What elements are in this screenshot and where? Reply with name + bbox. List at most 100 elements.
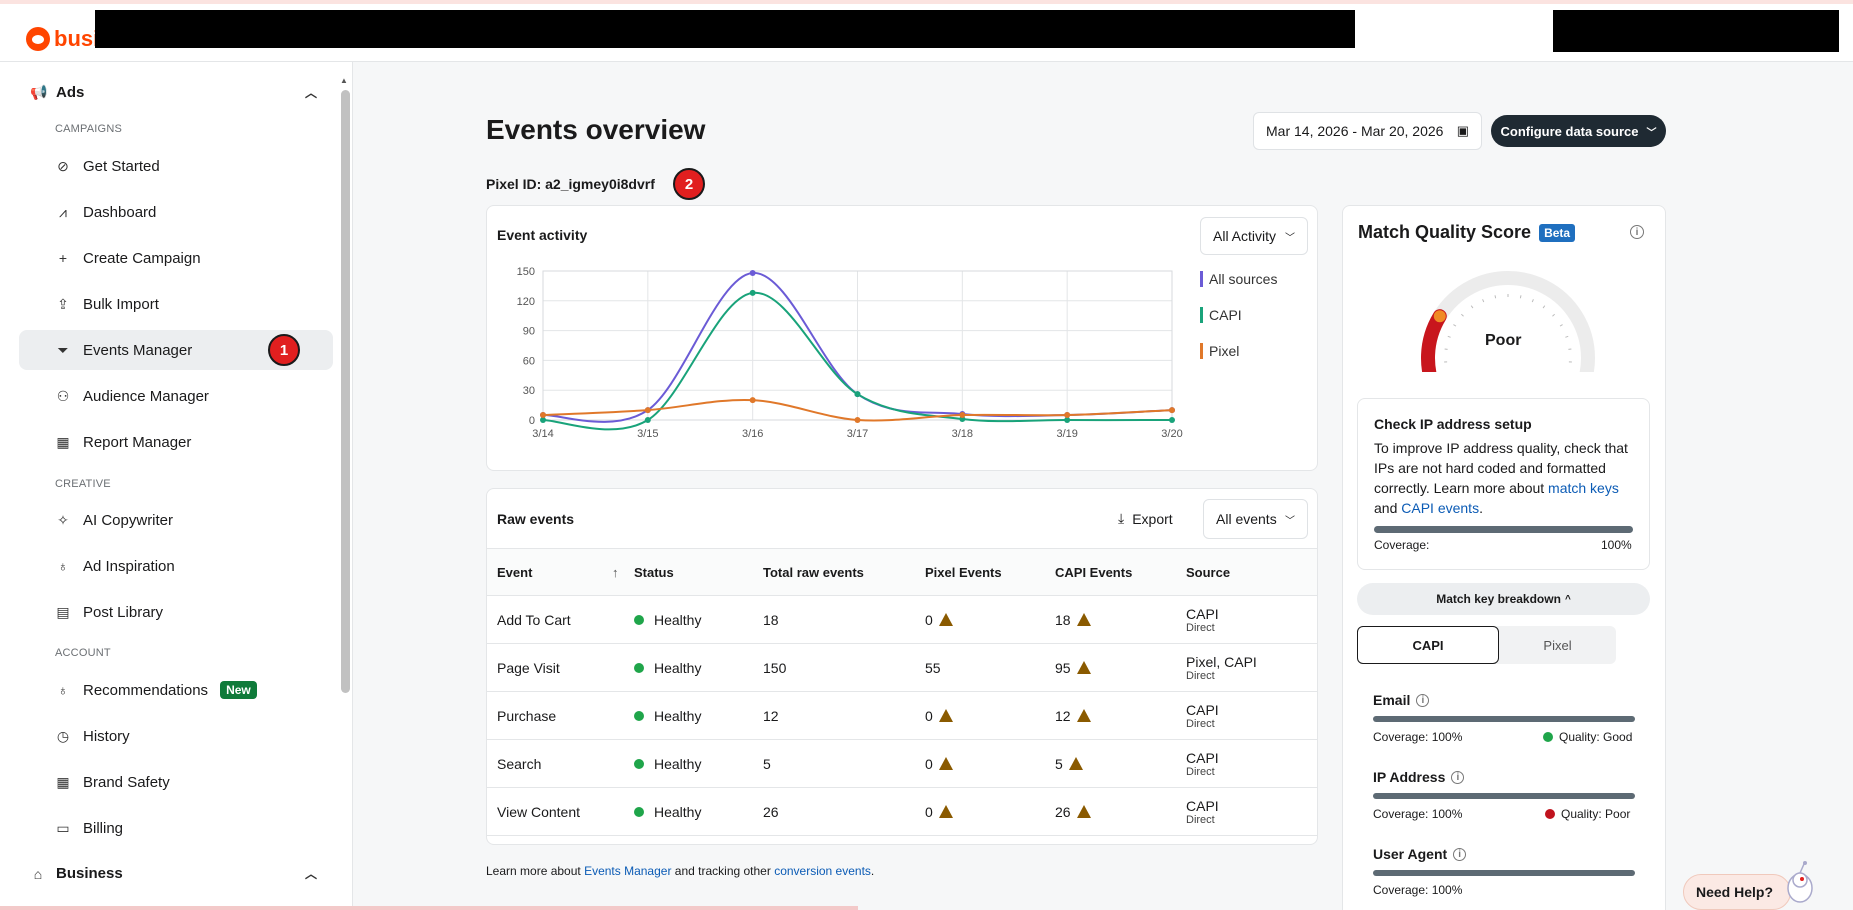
- sidebar-item-get-started[interactable]: ⊘ Get Started: [19, 146, 333, 186]
- info-icon[interactable]: i: [1416, 693, 1430, 707]
- sidebar-item-recommendations[interactable]: ♁ Recommendations New: [19, 670, 333, 710]
- date-range-picker[interactable]: Mar 14, 2026 - Mar 20, 2026 ▣: [1253, 112, 1482, 150]
- source-cell: CAPI Direct: [1176, 787, 1317, 836]
- y-tick-label: 30: [523, 385, 535, 397]
- data-point: [644, 417, 651, 423]
- legend-item-capi[interactable]: CAPI: [1200, 306, 1277, 324]
- event-cell: Search: [487, 739, 624, 788]
- ip-coverage-bar: [1373, 793, 1635, 799]
- info-icon[interactable]: i: [1451, 770, 1465, 784]
- sidebar-item-dashboard[interactable]: ⩘ Dashboard: [19, 192, 333, 232]
- footer-text: .: [870, 864, 875, 878]
- sidebar-section-business[interactable]: ⌂ Business ︿: [30, 865, 317, 882]
- event-name: Search: [497, 755, 542, 772]
- legend-swatch: [1200, 343, 1203, 359]
- gauge-indicator: [1433, 310, 1446, 323]
- tab-pixel[interactable]: Pixel: [1543, 637, 1572, 653]
- sidebar-section-ads[interactable]: 📢 Ads ︿: [30, 84, 317, 101]
- capi-cell: 26: [1045, 787, 1176, 836]
- scroll-up-arrow-icon[interactable]: ▲: [340, 76, 348, 85]
- sidebar-item-ai-copywriter[interactable]: ✧ AI Copywriter: [19, 500, 333, 540]
- sidebar-item-bulk-import[interactable]: ⇪ Bulk Import: [19, 284, 333, 324]
- gauge-tick: [1470, 305, 1474, 309]
- source-label: CAPI: [1186, 701, 1219, 718]
- data-point: [540, 417, 546, 423]
- total-cell: 12: [753, 691, 915, 740]
- funnel-icon: ⏷: [57, 341, 69, 358]
- category-label: ACCOUNT: [55, 647, 111, 659]
- chart-legend: All sources CAPI Pixel: [1200, 270, 1277, 378]
- data-point: [1169, 407, 1175, 414]
- help-label: Need Help?: [1696, 884, 1774, 900]
- status-cell: Healthy: [624, 787, 753, 836]
- source-cell: CAPI Direct: [1176, 595, 1317, 644]
- sidebar-item-post-library[interactable]: ▤ Post Library: [19, 592, 333, 632]
- download-icon: ⤓: [1118, 510, 1125, 526]
- export-button[interactable]: ⤓ Export: [1118, 510, 1173, 527]
- sidebar-item-report-manager[interactable]: ▦ Report Manager: [19, 422, 333, 462]
- table-row[interactable]: Search Healthy 5 0 5 CAPI Direct: [487, 739, 1317, 788]
- status-label: Healthy: [654, 803, 702, 820]
- sort-arrow-up-icon[interactable]: ↑: [612, 564, 619, 580]
- page-title: Events overview: [486, 114, 706, 145]
- horizontal-scrollbar[interactable]: [0, 906, 858, 910]
- x-tick-label: 3/16: [742, 428, 763, 440]
- ua-coverage-bar: [1373, 870, 1635, 876]
- upload-icon: ⇪: [57, 295, 69, 312]
- quality-dot: [1543, 732, 1553, 742]
- match-key-breakdown-button[interactable]: Match key breakdown ^: [1357, 583, 1650, 615]
- legend-item-all-sources[interactable]: All sources: [1200, 270, 1277, 288]
- configure-data-source-button[interactable]: Configure data source ﹀: [1491, 115, 1666, 147]
- table-row[interactable]: Add To Cart Healthy 18 0 18 CAPI Direct: [487, 595, 1317, 644]
- sidebar-item-audience-manager[interactable]: ⚇ Audience Manager: [19, 376, 333, 416]
- need-help-button[interactable]: Need Help?: [1683, 874, 1791, 910]
- sidebar-item-create-campaign[interactable]: + Create Campaign: [19, 238, 333, 278]
- briefcase-icon: ⌂: [33, 865, 43, 882]
- title-label: Match Quality Score: [1358, 222, 1532, 242]
- table-row[interactable]: View Content Healthy 26 0 26 CAPI Direct: [487, 787, 1317, 836]
- table-row[interactable]: Purchase Healthy 12 0 12 CAPI Direct: [487, 691, 1317, 740]
- sidebar-scrollbar[interactable]: [341, 90, 350, 693]
- reddit-logo-icon: [26, 27, 50, 51]
- status-label: Healthy: [654, 659, 702, 676]
- key-label: IP Address: [1373, 769, 1446, 785]
- step-marker-1: 1: [268, 334, 300, 366]
- tab-capi[interactable]: CAPI: [1357, 626, 1499, 664]
- sidebar-item-history[interactable]: ◷ History: [19, 716, 333, 756]
- info-icon[interactable]: i: [1630, 225, 1644, 239]
- events-filter-select[interactable]: All events ﹀: [1203, 499, 1308, 539]
- sidebar-item-brand-safety[interactable]: ▦ Brand Safety: [19, 762, 333, 802]
- legend-item-pixel[interactable]: Pixel: [1200, 342, 1277, 360]
- beta-badge: Beta: [1539, 223, 1576, 242]
- gauge-tick: [1461, 313, 1464, 317]
- legend-label: Pixel: [1209, 343, 1240, 359]
- column-header-source: Source: [1176, 548, 1317, 596]
- data-point: [959, 412, 966, 419]
- table-row[interactable]: Page Visit Healthy 150 55 95 Pixel, CAPI Direc…: [487, 643, 1317, 692]
- source-cell: CAPI Direct: [1176, 739, 1317, 788]
- events-manager-link[interactable]: Events Manager: [584, 864, 672, 878]
- column-header-event[interactable]: Event ↑: [487, 548, 624, 596]
- column-header-pixel: Pixel Events: [915, 548, 1045, 596]
- capi-events-link[interactable]: CAPI events: [1401, 500, 1480, 516]
- mascot-icon[interactable]: [1780, 858, 1820, 910]
- warning-icon: [938, 804, 953, 818]
- gauge-tick: [1447, 335, 1451, 338]
- status-dot: [634, 758, 644, 769]
- y-tick-label: 120: [517, 296, 535, 308]
- key-label: Email: [1373, 692, 1411, 708]
- info-icon[interactable]: i: [1453, 847, 1467, 861]
- sidebar-item-billing[interactable]: ▭ Billing: [19, 808, 333, 848]
- bulb-icon: ♁: [57, 558, 69, 574]
- activity-filter-select[interactable]: All Activity ﹀: [1200, 217, 1308, 255]
- sidebar-item-ad-inspiration[interactable]: ♁ Ad Inspiration: [19, 546, 333, 586]
- footer-text: Learn more about: [486, 864, 585, 878]
- status-dot: [634, 614, 644, 625]
- event-name: Purchase: [497, 707, 557, 724]
- top-bar: business: [0, 0, 1853, 62]
- data-point: [854, 391, 861, 398]
- pixel-id: Pixel ID: a2_igmey0i8dvrf: [486, 176, 655, 192]
- legend-label: CAPI: [1209, 307, 1242, 323]
- match-keys-link[interactable]: match keys: [1548, 480, 1619, 496]
- conversion-events-link[interactable]: conversion events: [774, 864, 871, 878]
